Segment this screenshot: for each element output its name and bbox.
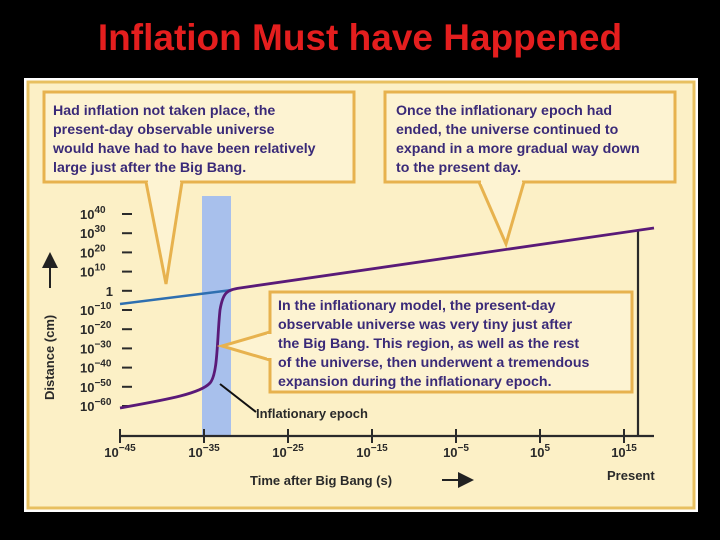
figure-frame: 1040 1030 1020 1010 1 10−10 10−20 10−30 10−40 10−…	[24, 78, 698, 512]
x-axis-ticks: 10−45 10−35 10−25 10−15 10−5 105 1015	[104, 429, 637, 460]
inflation-curve	[119, 226, 655, 410]
x-tick-label: 10−25	[272, 443, 304, 460]
callout-model-line-3: the Big Bang. This region, as well as th…	[278, 336, 579, 352]
x-axis-label: Time after Big Bang (s)	[250, 473, 392, 488]
y-tick-label: 1020	[80, 243, 106, 260]
y-tick-label: 1010	[80, 263, 106, 280]
y-tick-label: 1040	[80, 205, 106, 222]
callout-model-line-4: of the universe, then underwent a tremen…	[278, 355, 589, 371]
y-axis-title: Distance (cm)	[42, 252, 58, 400]
y-tick-label: 10−60	[80, 397, 112, 414]
x-tick-label: 105	[530, 443, 550, 460]
y-tick-label: 10−20	[80, 320, 112, 337]
callout-no-inflation-line-3: would have had to have been relatively	[52, 141, 316, 157]
callout-after-epoch: Once the inflationary epoch had ended, t…	[383, 90, 677, 249]
y-tick-label: 10−30	[80, 339, 112, 356]
callout-model-line-5: expansion during the inflationary epoch.	[278, 374, 552, 390]
no-inflation-curve	[119, 288, 233, 306]
callout-after-epoch-line-1: Once the inflationary epoch had	[396, 103, 612, 119]
epoch-pointer-line	[219, 383, 257, 413]
present-label: Present	[607, 468, 655, 483]
y-tick-label: 10−50	[80, 378, 112, 395]
callout-after-epoch-line-2: ended, the universe continued to	[396, 122, 619, 138]
inflation-band	[202, 196, 231, 436]
callout-inflationary-model: In the inflationary model, the present-d…	[216, 290, 634, 394]
plot-axes	[120, 230, 654, 438]
callout-after-epoch-line-4: to the present day.	[396, 160, 521, 176]
x-tick-label: 10−15	[356, 443, 388, 460]
callout-no-inflation-line-2: present-day observable universe	[53, 122, 275, 138]
y-tick-label: 1030	[80, 224, 106, 241]
y-tick-label: 10−40	[80, 359, 112, 376]
y-tick-label: 1	[106, 284, 113, 299]
callout-no-inflation: Had inflation not taken place, the prese…	[42, 90, 356, 285]
callout-model-line-1: In the inflationary model, the present-d…	[278, 298, 556, 314]
x-tick-label: 1015	[611, 443, 637, 460]
callout-no-inflation-line-4: large just after the Big Bang.	[53, 160, 246, 176]
x-axis-title: Time after Big Bang (s)	[250, 472, 474, 488]
y-tick-label: 10−10	[80, 301, 112, 318]
x-tick-label: 10−45	[104, 443, 136, 460]
inflationary-epoch-label: Inflationary epoch	[256, 406, 368, 421]
callout-no-inflation-line-1: Had inflation not taken place, the	[53, 103, 275, 119]
callout-after-epoch-line-3: expand in a more gradual way down	[396, 141, 640, 157]
slide-title: Inflation Must have Happened	[97, 17, 623, 58]
callout-model-line-2: observable universe was very tiny just a…	[278, 317, 573, 333]
y-axis-label: Distance (cm)	[42, 315, 57, 400]
x-tick-label: 10−5	[443, 443, 469, 460]
x-tick-label: 10−35	[188, 443, 220, 460]
